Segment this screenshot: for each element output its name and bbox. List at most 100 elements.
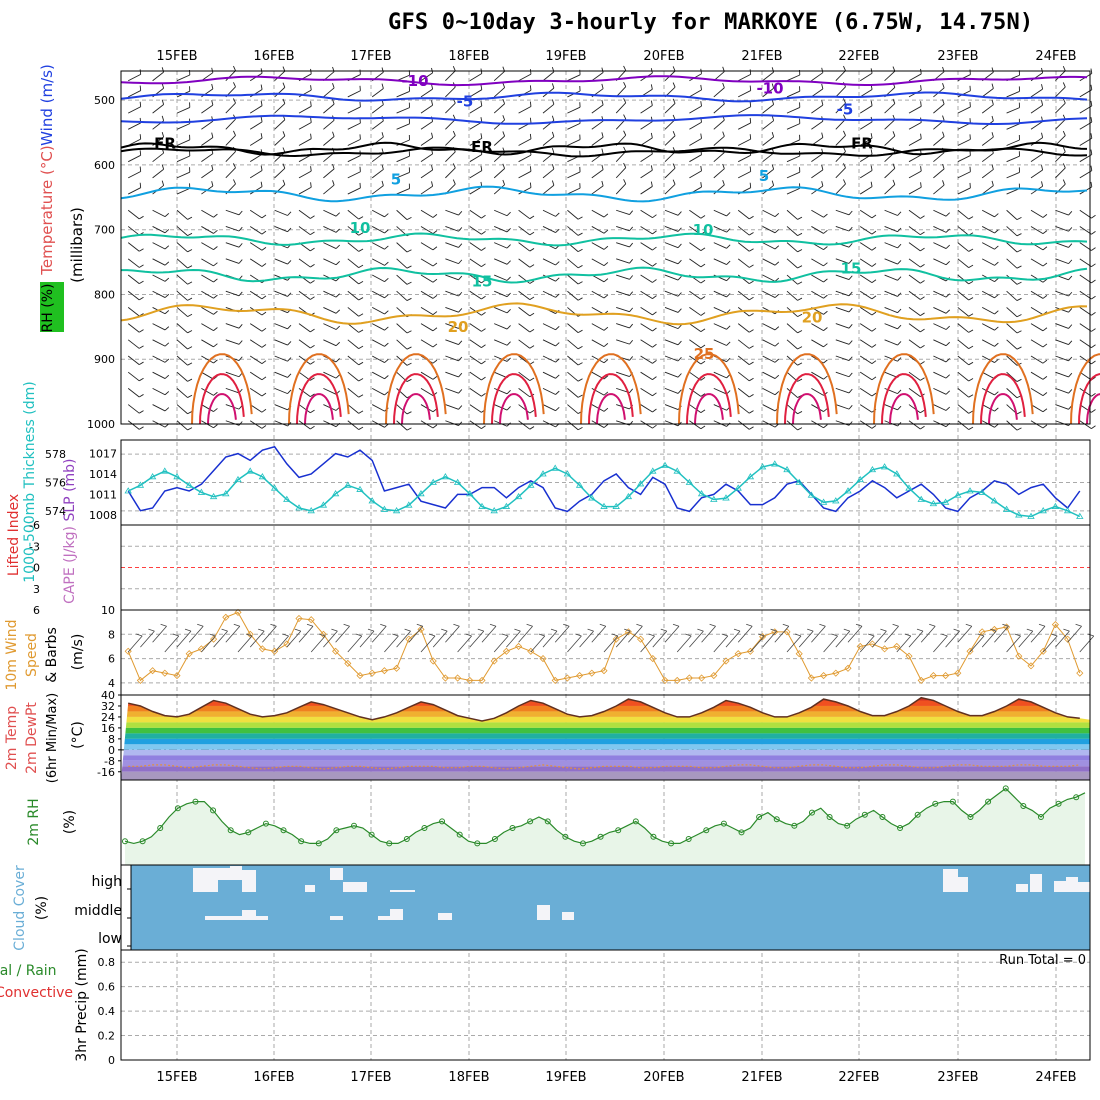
wind-barb [713,209,727,217]
warm-isotherm-loop [580,353,642,425]
surface-wind-barb-flag [953,628,960,632]
date-label-bottom: 19FEB [545,1070,586,1085]
thickness-marker [624,492,633,500]
wind-barb-flag [968,426,974,430]
wind-barb [957,371,969,382]
wind-barb [811,120,824,130]
wind-barb-flag [529,85,532,91]
wind-speed-marker [149,667,157,675]
wind-barb-flag [797,313,803,317]
wind-barb [616,274,630,280]
wind-barb-flag [432,359,438,364]
isotherm-line [120,185,1088,203]
wind-barb-flag [233,82,236,88]
wind-barb-flag [823,424,828,429]
surface-wind-barb-flag [611,633,619,637]
wind-barb [274,135,286,146]
wind-barb [225,242,240,248]
rh-marker [1020,803,1027,809]
wind-barb [371,339,385,347]
wind-barb-flag [282,179,286,185]
wind-barb [494,339,508,346]
wind-barb [298,388,311,397]
wind-barb-flag [1090,68,1093,74]
wind-barb [957,290,969,301]
wind-barb-flag [431,67,434,73]
wind-barb-flag [555,358,560,363]
wind-barb [201,371,214,380]
wind-barb [640,209,653,219]
wind-barb-flag [1091,295,1096,300]
wind-barb-flag [749,182,752,188]
wind-barb [1006,155,1020,163]
wind-barb-flag [233,98,236,104]
thickness-marker [990,497,999,504]
wind-barb-flag [968,394,974,398]
wind-barb [469,89,483,98]
wind-barb-flag [726,357,731,363]
wind-barb-flag [823,375,828,380]
wind-barb [127,274,140,285]
wind-barb [225,339,240,345]
wind-barb-flag [502,82,506,88]
wind-barb-flag [310,247,315,252]
temp-tick: -8 [104,755,115,768]
wind-barb [640,404,653,413]
wind-barb [420,371,434,380]
cloud-gap [562,912,574,920]
wind-barb [420,209,434,218]
surface-wind-barb-flag [1087,633,1094,637]
wind-barb-flag [991,132,994,138]
wind-barb [176,290,188,301]
wind-barb [1079,388,1092,397]
wind-barb [981,242,995,250]
wind-barb-flag [1068,356,1073,362]
wind-barb [567,258,579,269]
wind-barb [274,371,288,378]
date-label-top: 18FEB [448,49,489,64]
wind-barb-flag [577,362,583,366]
date-label-bottom: 20FEB [643,1070,684,1085]
wind-barb [127,226,140,236]
wind-barb-flag [774,374,780,379]
thickness-marker [124,487,132,494]
wind-barb-flag [945,390,951,395]
wind-barb-flag [332,180,335,186]
surface-wind-barb-flag [965,623,972,627]
wind-speed-marker [429,657,437,665]
wind-barb [445,387,459,394]
wind-barb-flag [1062,163,1066,169]
wind-barb-flag [164,342,170,347]
wind-barb-flag [726,276,731,282]
wind-barb-flag [1042,278,1048,283]
wind-barb-flag [577,297,583,301]
surface-wind-barb-flag [904,633,911,637]
surface-wind-barb-flag [453,623,460,627]
wind-barb [640,274,653,283]
wind-barb [1079,355,1092,365]
wind-barb-flag [1016,314,1022,318]
wind-barb-flag [310,215,315,219]
wind-speed-marker [978,628,986,636]
surface-wind-barb [994,626,1009,643]
wind-barb-flag [260,165,263,171]
wind-barb-flag [749,394,754,398]
surface-wind-barb-flag [160,623,167,627]
wind-barb [518,404,531,414]
wind-barb [786,355,798,366]
wind-barb [640,121,653,130]
wind-barb-flag [994,358,999,363]
wind-barb [494,371,508,379]
surface-wind-barb [140,630,155,648]
wind-barb [347,388,359,398]
wind-barb-flag [629,226,634,232]
wind-barb-flag [384,358,389,363]
wind-barb-flag [261,246,267,251]
surface-wind-barb-flag [941,633,948,637]
wind-barb [1030,307,1044,316]
wind-barb-flag [897,227,902,233]
wind-barb-flag [384,245,389,250]
rh-marker [1055,800,1062,807]
wind-barb-flag [722,180,725,186]
wind-barb [298,339,311,349]
